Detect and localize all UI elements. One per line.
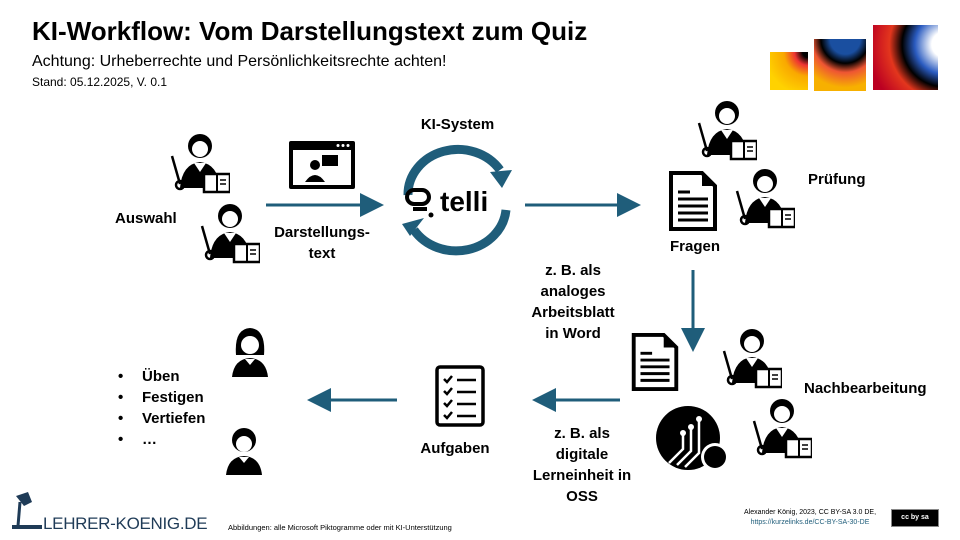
list-item: Festigen xyxy=(118,387,205,408)
label-nachbearbeitung: Nachbearbeitung xyxy=(804,380,927,397)
arrow-left xyxy=(307,388,397,412)
list-item: … xyxy=(118,429,205,450)
decorative-squares xyxy=(770,25,950,93)
checklist-icon xyxy=(435,365,485,427)
cc-license-icon: cc by sa xyxy=(891,509,939,527)
license-link[interactable]: https://kurzelinks.de/CC-BY-SA-30-DE xyxy=(750,519,870,526)
label-darstellungstext: Darstellungs-text xyxy=(274,224,370,262)
page-title: KI-Workflow: Vom Darstellungstext zum Qu… xyxy=(32,16,588,46)
student-icon xyxy=(232,328,268,377)
arrow-down xyxy=(681,270,705,352)
subtitle: Achtung: Urheberrechte und Persönlichkei… xyxy=(32,53,447,70)
list-item: Üben xyxy=(118,366,205,387)
lamp-icon xyxy=(12,492,42,529)
label-ki-system: KI-System xyxy=(420,116,495,133)
student-icon xyxy=(226,428,262,475)
author-credit: Alexander König, 2023, CC BY-SA 3.0 DE, h… xyxy=(743,509,877,526)
cycle-arrows-icon xyxy=(402,144,512,256)
label-digital: z. B. als digitale Lerneinheit in OSS xyxy=(532,425,632,505)
version-stand: Stand: 05.12.2025, V. 0.1 xyxy=(32,75,168,89)
label-pruefung: Prüfung xyxy=(808,171,866,188)
teacher-icon xyxy=(752,395,812,459)
telli-logo-icon xyxy=(405,188,434,218)
teacher-icon xyxy=(697,97,757,161)
browser-chat-icon xyxy=(289,141,355,189)
teacher-icon xyxy=(200,200,260,264)
document-icon xyxy=(630,332,680,392)
image-credits: Abbildungen: alle Microsoft Piktogramme … xyxy=(228,523,452,532)
telli-logo-text: telli xyxy=(440,186,489,217)
document-icon xyxy=(668,170,718,232)
arrow-left xyxy=(532,388,620,412)
arrow-right xyxy=(525,193,641,217)
site-logo[interactable]: LEHRER-KOENIG.DE xyxy=(43,514,208,533)
label-fragen: Fragen xyxy=(669,238,720,255)
list-item: Vertiefen xyxy=(118,408,205,429)
activity-list: Üben Festigen Vertiefen … xyxy=(118,366,205,450)
label-aufgaben: Aufgaben xyxy=(420,440,490,457)
teacher-icon xyxy=(722,325,782,389)
label-analog: z. B. als analoges Arbeitsblatt in Word xyxy=(531,262,615,342)
arrow-right xyxy=(266,193,384,217)
circuit-icon xyxy=(656,406,729,471)
teacher-icon xyxy=(170,130,230,194)
label-auswahl: Auswahl xyxy=(115,210,177,227)
teacher-icon xyxy=(735,165,795,229)
